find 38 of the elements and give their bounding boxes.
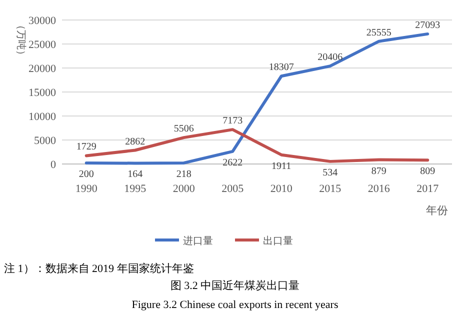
x-tick-label: 2005 — [222, 183, 244, 195]
data-label: 20406 — [318, 52, 343, 64]
x-tick-label: 2016 — [368, 183, 390, 195]
data-label: 164 — [128, 169, 143, 180]
text: Figure 3.2 Chinese coal exports in recent years — [132, 299, 338, 311]
data-label: 879 — [371, 166, 386, 177]
x-tick-label: 1990 — [75, 183, 98, 195]
data-label: 18307 — [268, 62, 294, 74]
data-label: 1911 — [272, 160, 292, 172]
y-tick-label: 10000 — [28, 111, 56, 123]
x-tick-label: 2010 — [270, 183, 293, 195]
data-label: 1729 — [76, 142, 96, 153]
data-label: 7173 — [222, 116, 243, 127]
data-label: 2622 — [222, 157, 243, 168]
y-tick-label: 15000 — [28, 87, 56, 99]
text: 注 1）：数据来自 2019 年国家统计年鉴 — [4, 262, 194, 275]
data-label: 27093 — [415, 20, 440, 31]
y-axis-title: （万吨） — [15, 20, 27, 60]
data-label: 200 — [78, 169, 94, 180]
data-label: 218 — [176, 168, 192, 180]
y-tick-label: 25000 — [28, 39, 56, 51]
data-label: 5506 — [174, 124, 194, 135]
x-tick-label: 2000 — [172, 183, 196, 195]
x-tick-label: 2015 — [319, 183, 342, 195]
x-tick-label: 1995 — [124, 183, 147, 195]
y-tick-label: 5000 — [34, 135, 56, 147]
legend-label: 进口量 — [183, 235, 213, 247]
y-tick-label: 30000 — [28, 15, 56, 27]
y-tick-label: 20000 — [28, 63, 56, 75]
data-label: 25555 — [366, 27, 392, 38]
x-axis-title: 年份 — [426, 205, 448, 217]
legend-label: 出口量 — [263, 235, 293, 247]
y-tick-label: 0 — [50, 159, 56, 171]
text: 图 3.2 中国近年煤炭出口量 — [170, 279, 300, 292]
data-label: 534 — [322, 167, 338, 178]
x-tick-label: 2017 — [416, 183, 440, 195]
data-label: 809 — [420, 166, 436, 178]
data-label: 2862 — [125, 136, 146, 148]
